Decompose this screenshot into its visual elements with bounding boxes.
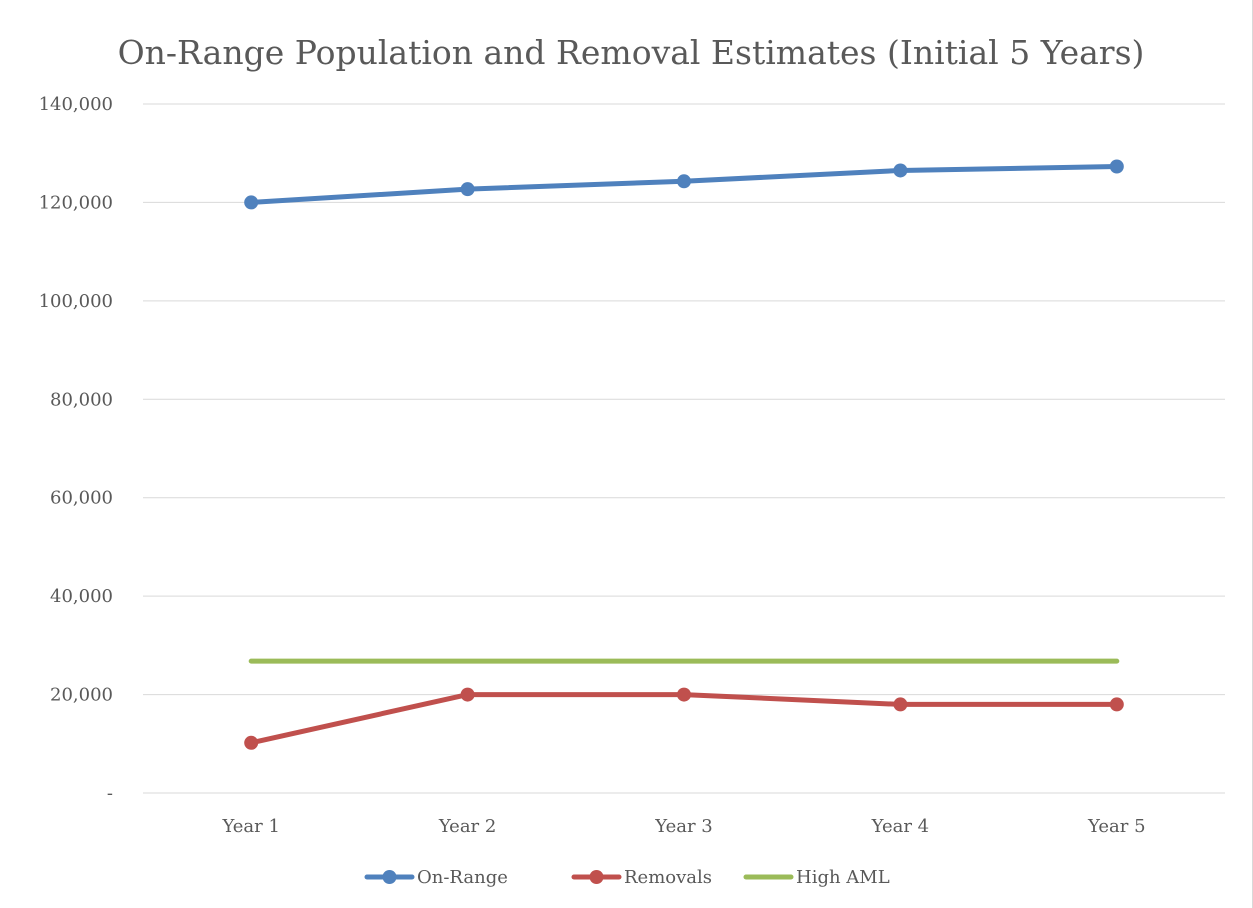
data-point	[460, 687, 475, 702]
y-tick-label: 20,000	[50, 685, 113, 706]
series-on-range	[244, 159, 1124, 210]
y-tick-label: 120,000	[39, 192, 113, 213]
legend-item: High AML	[743, 867, 890, 888]
chart-title: On-Range Population and Removal Estimate…	[118, 33, 1145, 72]
series	[244, 159, 1124, 750]
y-axis-ticks: - 20,000 40,000 60,000 80,000 100,000 120,000 1…	[39, 94, 113, 804]
x-tick-label: Year 3	[654, 816, 712, 837]
series-removals	[244, 687, 1124, 750]
legend-item: Removals	[571, 867, 712, 888]
data-point	[1109, 159, 1124, 174]
y-tick-label: 60,000	[50, 488, 113, 509]
data-point	[677, 174, 691, 189]
legend-item: On-Range	[364, 867, 508, 888]
data-point	[244, 195, 259, 210]
y-tick-label: 80,000	[50, 389, 113, 410]
legend-swatch-marker	[589, 870, 604, 884]
legend: On-Range Removals High AML	[364, 867, 890, 888]
data-point	[244, 735, 259, 750]
data-point	[893, 697, 908, 712]
data-point	[1109, 697, 1124, 712]
legend-label: High AML	[796, 867, 890, 888]
gridlines	[143, 103, 1225, 794]
y-tick-label: 100,000	[39, 291, 113, 312]
x-tick-label: Year 4	[871, 816, 929, 837]
x-tick-label: Year 1	[221, 816, 279, 837]
data-point	[677, 687, 691, 702]
x-tick-label: Year 5	[1087, 816, 1145, 837]
legend-label: Removals	[624, 867, 712, 888]
x-axis-ticks: Year 1 Year 2 Year 3 Year 4 Year 5	[221, 816, 1145, 837]
x-tick-label: Year 2	[438, 816, 496, 837]
data-point	[460, 182, 475, 197]
data-point	[893, 163, 908, 178]
y-tick-label: 140,000	[39, 94, 113, 115]
legend-label: On-Range	[417, 867, 508, 888]
y-tick-label: 40,000	[50, 586, 113, 607]
series-line	[248, 692, 1120, 746]
y-tick-label: -	[107, 783, 113, 804]
legend-swatch-marker	[382, 870, 397, 884]
